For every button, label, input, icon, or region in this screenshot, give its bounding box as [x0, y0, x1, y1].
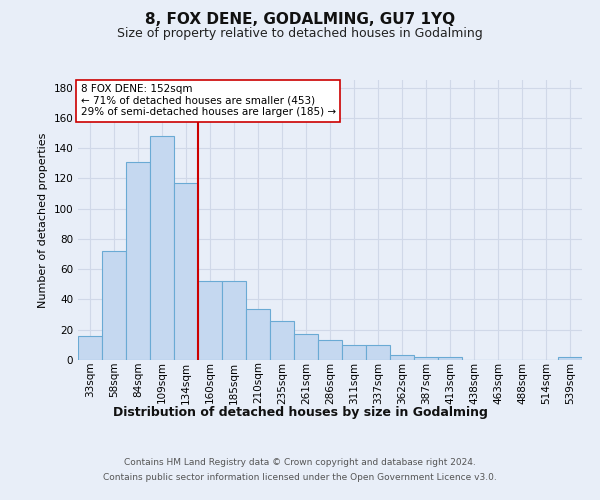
Bar: [438, 357, 462, 360]
Bar: [246, 308, 270, 360]
Bar: [102, 251, 126, 360]
Bar: [270, 320, 294, 360]
Bar: [318, 340, 342, 360]
Bar: [150, 136, 174, 360]
Bar: [78, 336, 102, 360]
Bar: [390, 356, 414, 360]
Bar: [414, 357, 438, 360]
Text: Contains HM Land Registry data © Crown copyright and database right 2024.: Contains HM Land Registry data © Crown c…: [124, 458, 476, 467]
Bar: [366, 345, 390, 360]
Bar: [558, 357, 582, 360]
Bar: [342, 345, 366, 360]
Text: Distribution of detached houses by size in Godalming: Distribution of detached houses by size …: [113, 406, 487, 419]
Text: Contains public sector information licensed under the Open Government Licence v3: Contains public sector information licen…: [103, 473, 497, 482]
Y-axis label: Number of detached properties: Number of detached properties: [38, 132, 48, 308]
Bar: [126, 162, 150, 360]
Bar: [174, 183, 198, 360]
Bar: [294, 334, 318, 360]
Text: 8 FOX DENE: 152sqm
← 71% of detached houses are smaller (453)
29% of semi-detach: 8 FOX DENE: 152sqm ← 71% of detached hou…: [80, 84, 335, 117]
Bar: [198, 282, 222, 360]
Text: 8, FOX DENE, GODALMING, GU7 1YQ: 8, FOX DENE, GODALMING, GU7 1YQ: [145, 12, 455, 28]
Text: Size of property relative to detached houses in Godalming: Size of property relative to detached ho…: [117, 28, 483, 40]
Bar: [222, 282, 246, 360]
